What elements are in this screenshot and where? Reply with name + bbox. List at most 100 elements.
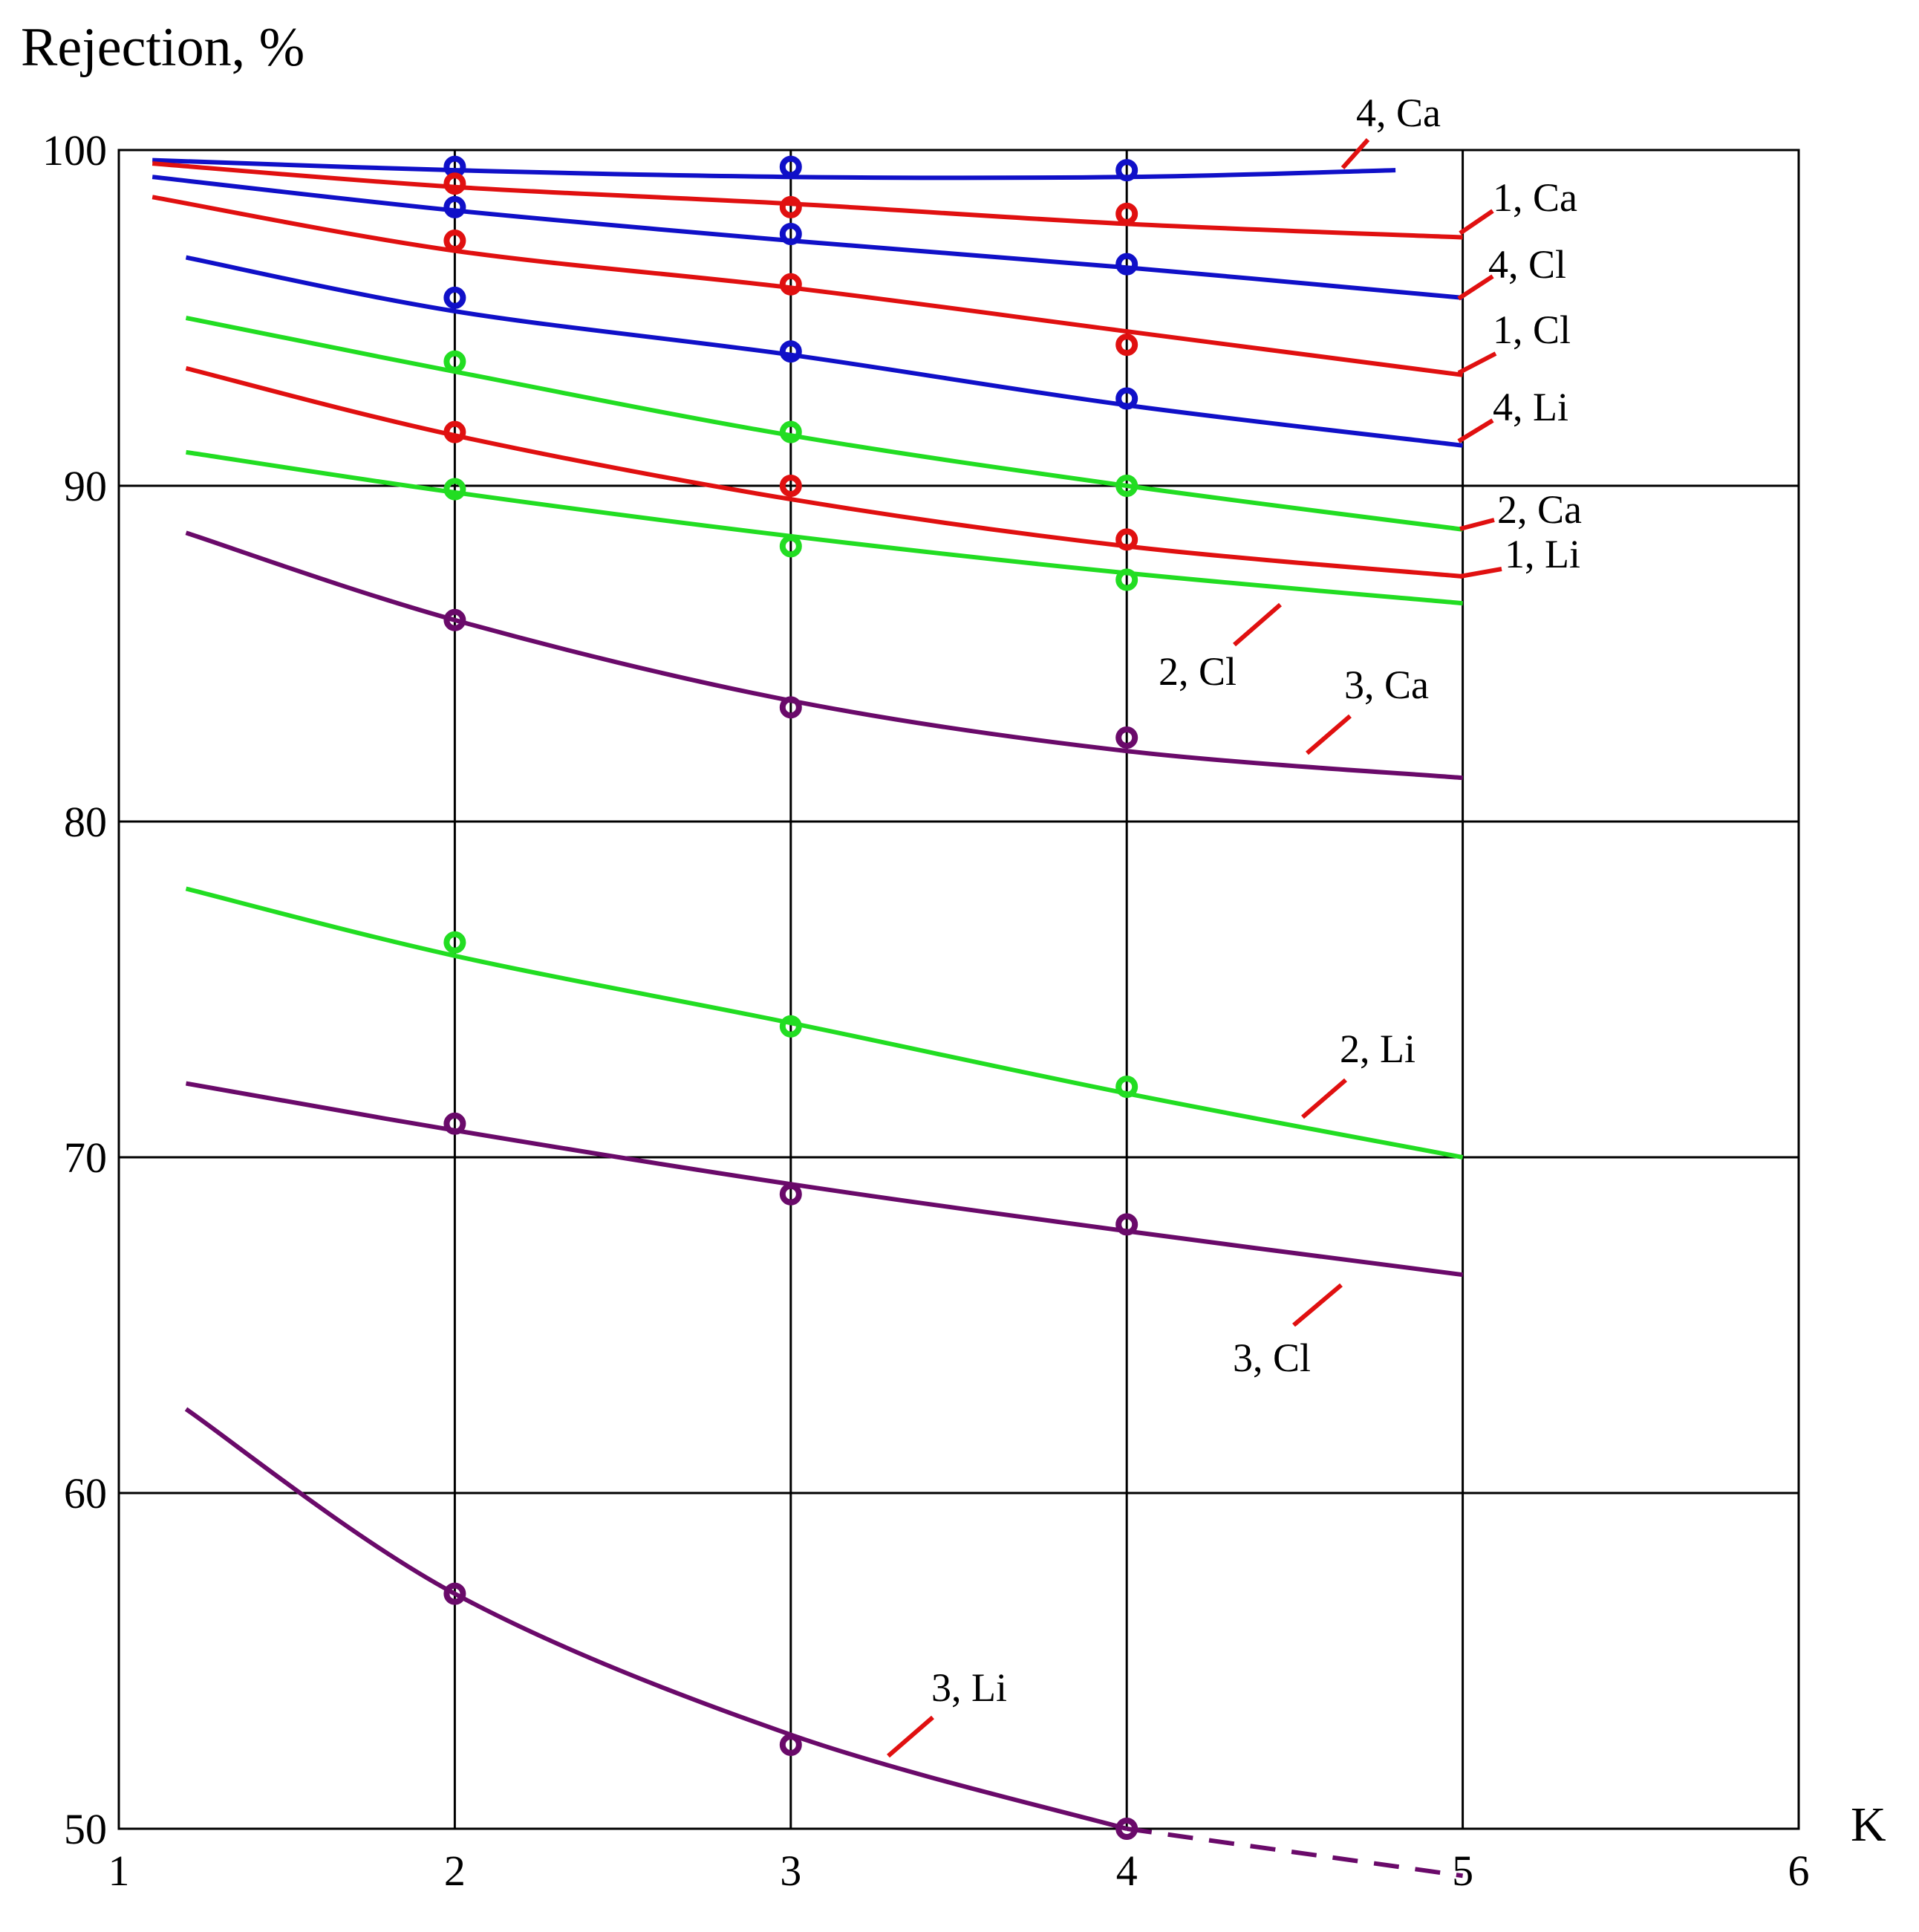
data-point-2-ca — [1115, 475, 1138, 497]
x-axis-label: K — [1851, 1798, 1886, 1852]
y-tick-label: 90 — [64, 462, 107, 510]
series-3-ca — [185, 530, 1463, 781]
data-point-3-cl — [1115, 1213, 1138, 1236]
label-pointer-4-li — [1457, 418, 1494, 443]
series-group — [152, 155, 1464, 1879]
series-line-1-ca — [152, 161, 1463, 240]
series-line-1-cl — [152, 195, 1463, 377]
series-line-4-cl — [152, 175, 1463, 300]
series-4-cl — [152, 175, 1463, 300]
curve-label-2-cl: 2, Cl — [1159, 649, 1237, 694]
data-point-3-li — [1115, 1818, 1138, 1840]
data-point-2-ca — [443, 350, 466, 373]
data-point-1-cl — [1115, 334, 1138, 357]
series-2-ca — [185, 316, 1463, 532]
data-point-4-li — [779, 340, 802, 363]
data-point-4-li — [443, 286, 466, 309]
data-point-1-li — [443, 420, 466, 443]
series-3-cl — [185, 1081, 1463, 1278]
y-tick-label: 100 — [42, 126, 107, 175]
series-line-1-li — [185, 365, 1463, 579]
series-line-2-li — [185, 886, 1464, 1159]
series-line-3-li — [184, 1407, 1128, 1831]
label-pointer-2-ca — [1459, 518, 1495, 531]
data-point-4-cl — [1115, 253, 1138, 276]
series-line-4-ca — [152, 157, 1396, 180]
series-1-li — [185, 365, 1463, 579]
data-point-3-ca — [443, 608, 466, 631]
label-pointer-1-li — [1459, 567, 1502, 579]
curve-label-2-li: 2, Li — [1340, 1027, 1415, 1071]
series-line-3-ca — [185, 530, 1463, 781]
data-point-3-cl — [443, 1112, 466, 1135]
data-point-2-li — [1115, 1076, 1138, 1099]
x-tick-label: 3 — [780, 1847, 801, 1895]
curve-label-2-ca: 2, Ca — [1497, 487, 1582, 532]
x-tick-label: 1 — [108, 1847, 130, 1895]
data-point-1-li — [1115, 528, 1138, 551]
label-pointer-1-cl — [1457, 351, 1497, 375]
y-tick-label: 80 — [64, 798, 107, 846]
series-1-ca — [152, 161, 1463, 240]
curve-label-4-cl: 4, Cl — [1488, 242, 1566, 287]
series-1-cl — [152, 195, 1463, 377]
label-pointer-2-cl — [1233, 602, 1282, 647]
tick-labels: 1 2 3 4 5 6 50 60 70 80 90 100 — [42, 126, 1810, 1895]
y-tick-label: 60 — [64, 1469, 107, 1518]
data-point-3-li — [443, 1582, 466, 1605]
curve-label-1-li: 1, Li — [1505, 532, 1580, 576]
data-point-1-ca — [779, 195, 802, 218]
series-4-ca — [152, 155, 1396, 182]
series-line-2-ca — [185, 316, 1463, 532]
y-tick-label: 70 — [64, 1133, 107, 1182]
label-pointer-3-ca — [1306, 714, 1352, 755]
label-pointer-3-li — [887, 1715, 934, 1758]
data-point-3-ca — [779, 696, 802, 719]
data-point-4-cl — [443, 195, 466, 218]
series-line-3-cl — [185, 1081, 1463, 1278]
series-2-li — [185, 886, 1464, 1159]
y-tick-label: 50 — [64, 1805, 107, 1853]
curve-label-3-li: 3, Li — [931, 1665, 1007, 1710]
y-axis-label: Rejection, % — [21, 17, 304, 78]
x-tick-label: 2 — [444, 1847, 466, 1895]
curve-label-3-cl: 3, Cl — [1233, 1336, 1311, 1380]
data-point-1-cl — [779, 273, 802, 296]
data-point-4-ca — [1115, 159, 1138, 182]
curve-labels: 4, Ca 1, Ca 4, Cl 1, Cl 4, Li 2, Ca1, Li 2, Cl… — [887, 91, 1582, 1758]
data-point-3-cl — [779, 1183, 802, 1206]
data-point-1-li — [779, 475, 802, 497]
x-tick-label: 4 — [1116, 1847, 1138, 1895]
curve-label-1-ca: 1, Ca — [1493, 175, 1577, 220]
data-point-4-ca — [779, 155, 802, 178]
data-point-1-cl — [443, 230, 466, 253]
data-point-3-li — [779, 1734, 802, 1756]
label-pointer-1-ca — [1459, 209, 1494, 235]
curve-label-1-cl: 1, Cl — [1493, 308, 1571, 352]
data-point-1-ca — [443, 172, 466, 195]
curve-label-3-ca: 3, Ca — [1344, 663, 1429, 707]
series-3-li — [184, 1407, 1464, 1879]
x-tick-label: 5 — [1452, 1847, 1473, 1895]
label-pointer-4-ca — [1340, 137, 1370, 170]
x-tick-label: 6 — [1788, 1847, 1810, 1895]
curve-label-4-ca: 4, Ca — [1356, 91, 1441, 135]
series-dashed-line-3-li — [1126, 1827, 1464, 1879]
data-point-4-li — [1115, 387, 1138, 410]
data-point-3-ca — [1115, 726, 1138, 749]
data-point-2-cl — [1115, 568, 1138, 591]
label-pointer-2-li — [1301, 1078, 1347, 1119]
series-4-li — [185, 255, 1463, 448]
data-point-2-li — [779, 1015, 802, 1038]
data-point-2-ca — [779, 420, 802, 443]
data-point-2-cl — [779, 535, 802, 558]
plot-area — [117, 149, 1800, 1830]
curve-label-4-li: 4, Li — [1493, 385, 1568, 429]
series-2-cl — [186, 449, 1463, 606]
series-line-4-li — [185, 255, 1463, 448]
label-pointer-4-cl — [1457, 274, 1494, 301]
data-point-2-cl — [443, 478, 466, 501]
data-point-2-li — [443, 931, 466, 954]
data-point-4-cl — [779, 223, 802, 245]
